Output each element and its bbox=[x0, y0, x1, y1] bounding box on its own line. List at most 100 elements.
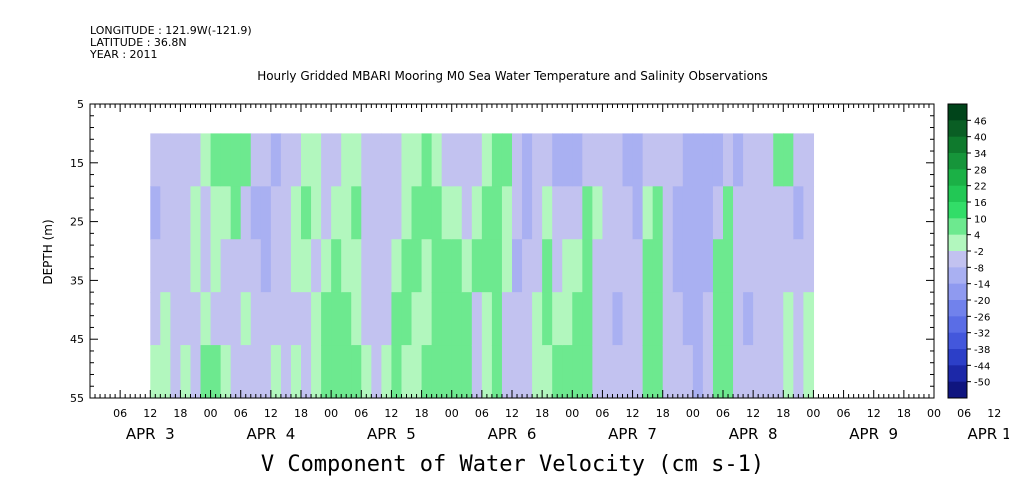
x-hour-label: 12 bbox=[264, 407, 278, 420]
heatmap-cell bbox=[662, 133, 674, 187]
x-hour-label: 18 bbox=[897, 407, 911, 420]
heatmap-cell bbox=[160, 239, 171, 293]
heatmap-cell bbox=[301, 186, 312, 240]
heatmap-cell bbox=[361, 345, 372, 399]
heatmap-cell bbox=[301, 133, 312, 187]
heatmap-cell bbox=[723, 186, 734, 240]
heatmap-cell bbox=[632, 239, 644, 293]
heatmap-cell bbox=[712, 345, 724, 399]
heatmap-cell bbox=[150, 292, 161, 346]
heatmap-cell bbox=[210, 239, 222, 293]
heatmap-cell bbox=[733, 292, 744, 346]
heatmap-cell bbox=[652, 133, 664, 187]
heatmap-cell bbox=[552, 133, 563, 187]
heatmap-cell bbox=[622, 345, 634, 399]
heatmap-cell bbox=[301, 292, 312, 346]
heatmap-cell bbox=[280, 239, 292, 293]
chart-title: Hourly Gridded MBARI Mooring M0 Sea Wate… bbox=[257, 69, 768, 83]
heatmap-cell bbox=[662, 186, 674, 240]
heatmap-cell bbox=[793, 292, 804, 346]
heatmap-cell bbox=[702, 345, 714, 399]
heatmap-cell bbox=[451, 292, 463, 346]
heatmap-cell bbox=[562, 345, 573, 399]
heatmap-cell bbox=[341, 133, 352, 187]
heatmap-cell bbox=[301, 239, 312, 293]
heatmap-cell bbox=[150, 345, 161, 399]
heatmap-cell bbox=[401, 186, 413, 240]
heatmap-cell bbox=[542, 239, 553, 293]
heatmap-cell bbox=[361, 292, 372, 346]
heatmap-cell bbox=[341, 186, 352, 240]
heatmap-cell bbox=[491, 133, 503, 187]
heatmap-cell bbox=[481, 292, 493, 346]
x-hour-label: 12 bbox=[626, 407, 640, 420]
colorbar-label: 10 bbox=[974, 214, 987, 225]
colorbar-label: -14 bbox=[974, 280, 990, 291]
heatmap-cell bbox=[572, 239, 583, 293]
colorbar-swatch bbox=[948, 300, 967, 317]
heatmap-cell bbox=[331, 186, 342, 240]
heatmap-cell bbox=[311, 239, 322, 293]
heatmap-cell bbox=[773, 239, 784, 293]
heatmap-cell bbox=[773, 133, 784, 187]
heatmap-cell bbox=[220, 133, 232, 187]
heatmap-cell bbox=[351, 239, 362, 293]
heatmap-cell bbox=[763, 239, 774, 293]
heatmap-cell bbox=[381, 186, 393, 240]
heatmap-cell bbox=[602, 133, 614, 187]
heatmap-cell bbox=[642, 292, 654, 346]
heatmap-cell bbox=[542, 292, 553, 346]
y-axis-ticks: 5 15 25 35 45 55 bbox=[70, 98, 934, 405]
heatmap-cell bbox=[270, 345, 282, 399]
heatmap-cell bbox=[501, 239, 513, 293]
colorbar-label: -50 bbox=[974, 378, 990, 389]
heatmap-cell bbox=[743, 239, 754, 293]
heatmap-cell bbox=[170, 186, 182, 240]
heatmap-cell bbox=[582, 239, 593, 293]
heatmap-cell bbox=[431, 345, 443, 399]
heatmap-cell bbox=[471, 133, 483, 187]
heatmap-cell bbox=[773, 345, 784, 399]
heatmap-cell bbox=[290, 186, 302, 240]
heatmap-cell bbox=[381, 239, 393, 293]
heatmap-cell bbox=[230, 345, 242, 399]
heatmap-cell bbox=[461, 345, 473, 399]
colorbar-swatch bbox=[948, 332, 967, 350]
colorbar-swatch bbox=[948, 104, 967, 121]
heatmap-cell bbox=[250, 292, 262, 346]
heatmap-cell bbox=[512, 292, 523, 346]
colorbar-label: 22 bbox=[974, 182, 987, 193]
heatmap-cell bbox=[421, 133, 433, 187]
heatmap-cell bbox=[582, 133, 593, 187]
heatmap-cell bbox=[723, 292, 734, 346]
heatmap-cell bbox=[220, 186, 232, 240]
heatmap-cell bbox=[190, 292, 202, 346]
x-hour-label: 18 bbox=[173, 407, 187, 420]
heatmap-cell bbox=[753, 292, 764, 346]
heatmap-cell bbox=[733, 186, 744, 240]
heatmap-cell bbox=[552, 239, 563, 293]
heatmap-cell bbox=[743, 133, 754, 187]
colorbar-swatch bbox=[948, 185, 967, 203]
heatmap-cells bbox=[150, 133, 815, 399]
heatmap-cell bbox=[733, 133, 744, 187]
heatmap-cell bbox=[461, 133, 473, 187]
heatmap-cell bbox=[331, 345, 342, 399]
heatmap-cell bbox=[431, 239, 443, 293]
colorbar-swatch bbox=[948, 136, 967, 154]
heatmap-cell bbox=[250, 186, 262, 240]
heatmap-cell bbox=[471, 292, 483, 346]
heatmap-cell bbox=[391, 292, 403, 346]
heatmap-cell bbox=[512, 186, 523, 240]
heatmap-cell bbox=[401, 292, 413, 346]
heatmap-cell bbox=[250, 133, 262, 187]
heatmap-cell bbox=[371, 292, 382, 346]
heatmap-cell bbox=[682, 292, 694, 346]
y-tick-label: 35 bbox=[70, 274, 84, 287]
heatmap-cell bbox=[401, 133, 413, 187]
heatmap-cell bbox=[421, 292, 433, 346]
heatmap-cell bbox=[471, 345, 483, 399]
heatmap-cell bbox=[391, 345, 403, 399]
heatmap-cell bbox=[803, 186, 815, 240]
heatmap-cell bbox=[702, 239, 714, 293]
